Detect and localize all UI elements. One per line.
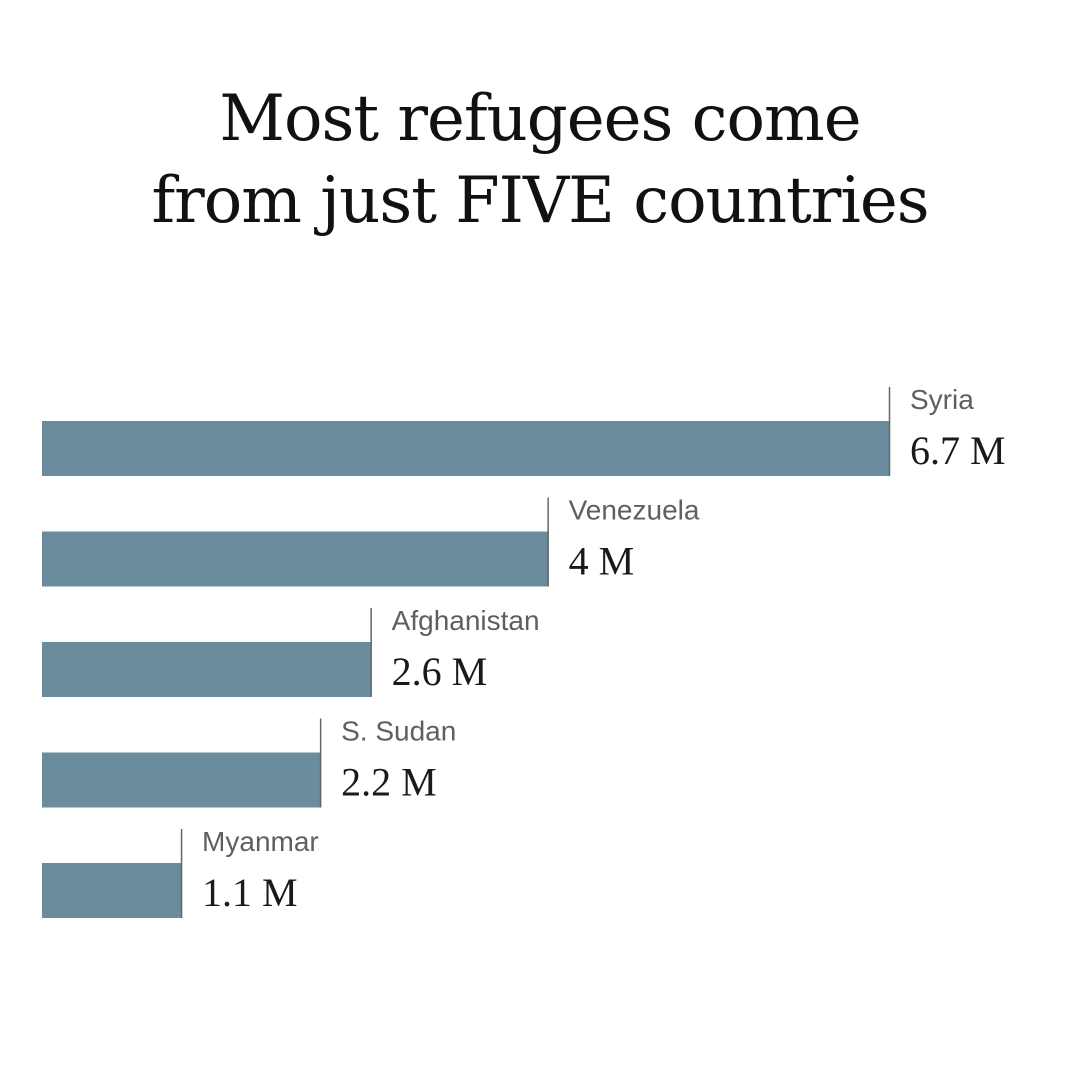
chart-title: Most refugees come from just FIVE countr…	[0, 78, 1080, 242]
bar-syria	[42, 421, 889, 476]
category-label: Myanmar	[202, 826, 319, 857]
value-label: 4 M	[569, 539, 635, 584]
bar-myanmar	[42, 863, 182, 918]
value-label: 6.7 M	[910, 428, 1006, 473]
bar-venezuela	[42, 531, 548, 587]
category-label: Afghanistan	[392, 605, 540, 636]
value-label: 2.2 M	[341, 760, 437, 805]
bar-afghanistan	[42, 642, 371, 697]
bar-s-sudan	[42, 752, 321, 808]
category-label: S. Sudan	[341, 716, 456, 747]
chart-title-line-2: from just FIVE countries	[151, 164, 929, 238]
value-label: 1.1 M	[202, 870, 298, 915]
category-label: Syria	[910, 384, 974, 415]
chart-title-line-1: Most refugees come	[219, 82, 861, 156]
bars-layer: Syria 6.7 M Venezuela 4 M Afghanistan 2.6 M S.…	[42, 384, 1006, 918]
category-label: Venezuela	[569, 495, 700, 526]
value-label: 2.6 M	[392, 649, 488, 694]
